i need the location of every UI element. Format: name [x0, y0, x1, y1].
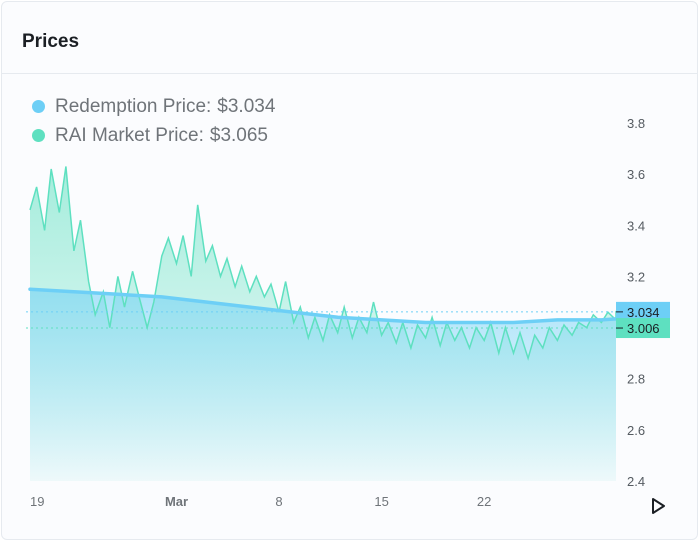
legend-dot-market — [32, 129, 45, 142]
marker-value-label: 3.034 — [627, 305, 660, 320]
legend-item-rai-market-price: RAI Market Price: $3.065 — [32, 121, 275, 150]
legend-label: RAI Market Price: — [55, 124, 204, 146]
marker-tag — [616, 301, 670, 322]
card-header: Prices — [2, 2, 697, 74]
x-tick-label: 8 — [275, 494, 282, 509]
legend-value: $3.065 — [209, 124, 268, 146]
x-tick-label: 22 — [477, 494, 491, 509]
y-tick-label: 3.6 — [627, 167, 645, 182]
chart-legend: Redemption Price: $3.034 RAI Market Pric… — [32, 92, 275, 150]
x-tick-label: 15 — [374, 494, 388, 509]
legend-label: Redemption Price: — [55, 95, 212, 117]
marker-value-label: 3.006 — [627, 321, 660, 336]
legend-item-redemption-price: Redemption Price: $3.034 — [32, 92, 275, 121]
legend-dot-redemption — [32, 100, 45, 113]
legend-value: $3.034 — [217, 95, 276, 117]
y-tick-label: 3.2 — [627, 269, 645, 284]
series-line-redemption-price — [28, 287, 618, 325]
marker-tag — [616, 318, 670, 339]
x-tick-label: 19 — [30, 494, 44, 509]
play-triangle-icon — [652, 498, 665, 514]
y-tick-label: 2.4 — [627, 474, 645, 489]
y-tick-label: 3.8 — [627, 116, 645, 131]
y-tick-label: 3.4 — [627, 218, 645, 233]
play-button[interactable] — [648, 496, 668, 516]
x-tick-label: Mar — [165, 494, 188, 509]
y-tick-label: 2.6 — [627, 423, 645, 438]
series-area-redemption-price — [30, 289, 616, 481]
y-tick-label: 2.8 — [627, 372, 645, 387]
card-title: Prices — [22, 31, 80, 52]
